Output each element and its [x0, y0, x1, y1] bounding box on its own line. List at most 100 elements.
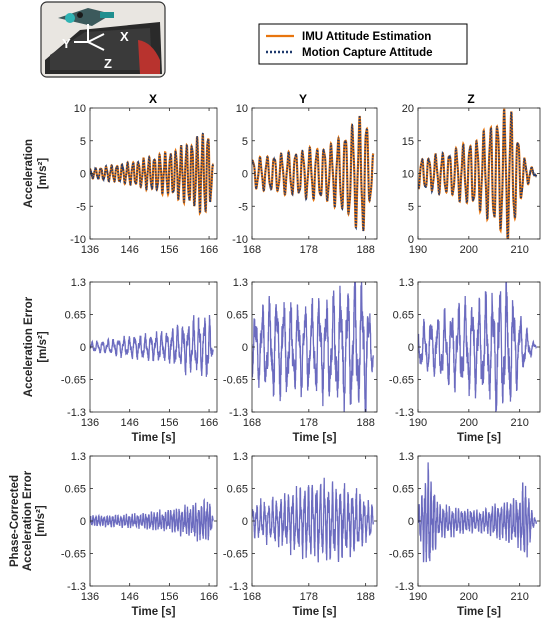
- y-tick-label: 1.3: [71, 451, 86, 463]
- series-mocap-line: [90, 132, 214, 215]
- y-tick-label: 5: [80, 136, 86, 148]
- y-tick-label: 0: [408, 516, 414, 528]
- y-tick-label: 0.65: [227, 310, 248, 322]
- y-tick-label: 0: [408, 342, 414, 354]
- x-tick-label: 146: [121, 591, 139, 603]
- y-tick-label: 0.65: [65, 484, 86, 496]
- y-tick-label: 0.65: [227, 484, 248, 496]
- series-imu-line: [418, 108, 538, 239]
- y-tick-label: -0.65: [61, 549, 86, 561]
- x-tick-label: 188: [356, 591, 374, 603]
- y-tick-label: -1.3: [395, 407, 414, 419]
- x-axis-label: Time [s]: [457, 606, 501, 618]
- y-tick-label: -5: [76, 201, 86, 213]
- x-tick-label: 210: [510, 417, 528, 429]
- x-tick-label: 200: [460, 591, 478, 603]
- x-tick-label: 136: [81, 244, 99, 256]
- y-tick-label: -0.65: [61, 375, 86, 387]
- y-tick-label: -0.65: [389, 375, 414, 387]
- series-error-line: [418, 462, 537, 563]
- y-tick-label: 5: [242, 136, 248, 148]
- panel-r1-c3: 190 200 210 0 5 10 15 20: [402, 103, 541, 256]
- x-tick-label: 166: [200, 417, 218, 429]
- x-axis-label: Time [s]: [293, 606, 337, 618]
- photo-axis-x-label: X: [120, 29, 129, 44]
- y-tick-label: -1.3: [67, 581, 86, 593]
- panel-r3-c2: 168 178 188 -1.3 -0.65 0 0.65 1.3 Time [s]: [223, 451, 378, 618]
- x-tick-label: 166: [200, 244, 218, 256]
- x-tick-label: 168: [243, 244, 261, 256]
- x-tick-label: 166: [200, 591, 218, 603]
- y-tick-label: 0: [242, 516, 248, 528]
- x-tick-label: 136: [81, 591, 99, 603]
- x-tick-label: 146: [121, 417, 139, 429]
- y-tick-label: -1.3: [67, 407, 86, 419]
- y-tick-label: 1.3: [71, 277, 86, 289]
- y-tick-label: 0: [80, 516, 86, 528]
- x-tick-label: 188: [356, 244, 374, 256]
- photo-axis-z-label: Z: [104, 56, 112, 71]
- series-mocap-line: [252, 115, 375, 234]
- series-mocap-line: [418, 108, 538, 239]
- series-error-line: [252, 282, 374, 412]
- legend-label-imu: IMU Attitude Estimation: [302, 31, 431, 43]
- column-title-x: X: [149, 92, 157, 106]
- x-tick-label: 146: [121, 244, 139, 256]
- x-tick-label: 156: [160, 417, 178, 429]
- y-tick-label: 0: [242, 169, 248, 181]
- x-tick-label: 168: [243, 417, 261, 429]
- y-tick-label: 1.3: [233, 277, 248, 289]
- y-tick-label: 1.3: [399, 277, 414, 289]
- x-tick-label: 178: [300, 417, 318, 429]
- y-tick-label: 0.65: [393, 484, 414, 496]
- x-axis-label: Time [s]: [457, 432, 501, 444]
- y-tick-label: 1.3: [399, 451, 414, 463]
- x-axis-label: Time [s]: [293, 432, 337, 444]
- y-tick-label: -0.65: [223, 375, 248, 387]
- y-tick-label: -1.3: [229, 581, 248, 593]
- series-error-line: [90, 315, 214, 377]
- x-tick-label: 156: [160, 244, 178, 256]
- panel-r2-c2: 168 178 188 -1.3 -0.65 0 0.65 1.3 Time [s]: [223, 277, 378, 444]
- y-tick-label: 20: [402, 103, 414, 115]
- y-tick-label: 0: [80, 342, 86, 354]
- y-tick-label: 0.65: [65, 310, 86, 322]
- x-tick-label: 156: [160, 591, 178, 603]
- x-tick-label: 210: [510, 591, 528, 603]
- legend-label-mocap: Motion Capture Attitude: [302, 47, 433, 59]
- x-tick-label: 188: [356, 417, 374, 429]
- x-tick-label: 178: [300, 591, 318, 603]
- panel-r2-c1: 136 146 156 166 -1.3 -0.65 0 0.65 1.3 Time [s] Acc…: [23, 277, 218, 444]
- y-tick-label: -0.65: [389, 549, 414, 561]
- column-title-z: Z: [467, 92, 474, 106]
- series-error-line: [418, 282, 537, 412]
- y-tick-label: 0: [242, 342, 248, 354]
- x-tick-label: 136: [81, 417, 99, 429]
- y-tick-label: 0.65: [393, 310, 414, 322]
- y-tick-label: 10: [402, 169, 414, 181]
- x-tick-label: 190: [409, 244, 427, 256]
- x-axis-label: Time [s]: [132, 606, 176, 618]
- legend: IMU Attitude Estimation Motion Capture A…: [258, 23, 468, 65]
- x-tick-label: 200: [460, 417, 478, 429]
- photo-axis-y-label: Y: [62, 36, 71, 51]
- y-tick-label: -5: [238, 201, 248, 213]
- series-error-line: [90, 497, 214, 542]
- column-title-y: Y: [299, 92, 307, 106]
- y-tick-label: 5: [408, 201, 414, 213]
- panel-r2-c3: 190 200 210 -1.3 -0.65 0 0.65 1.3 Time [s]: [389, 277, 541, 444]
- x-tick-label: 190: [409, 417, 427, 429]
- y-tick-label: 1.3: [233, 451, 248, 463]
- y-tick-label: -10: [70, 234, 86, 246]
- y-axis-label: Phase-CorrectedAcceleration Error[m/s²]: [9, 470, 47, 571]
- x-tick-label: 190: [409, 591, 427, 603]
- y-tick-label: 0: [80, 169, 86, 181]
- panels: 136 146 156 166 -10 -5 0 5 10 Acceleration [m/s²] 1…: [9, 103, 541, 618]
- x-axis-label: Time [s]: [132, 432, 176, 444]
- y-axis-label: Acceleration [m/s²]: [23, 139, 49, 208]
- y-tick-label: -1.3: [229, 407, 248, 419]
- y-tick-label: -10: [232, 234, 248, 246]
- panel-r1-c1: 136 146 156 166 -10 -5 0 5 10 Acceleration [m/s²]: [23, 103, 218, 256]
- x-tick-label: 210: [510, 244, 528, 256]
